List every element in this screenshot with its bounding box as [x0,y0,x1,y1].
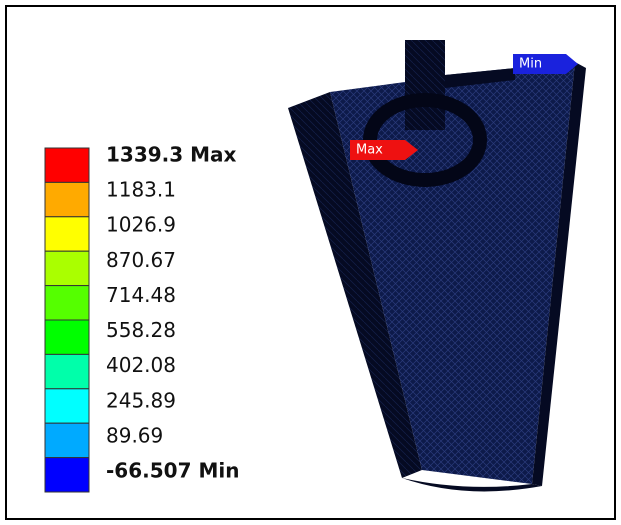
legend-label: 558.28 [106,318,176,342]
legend-label: 1339.3 Max [106,143,237,167]
max-probe: Max [350,140,418,160]
color-band [45,286,89,320]
color-band [45,389,89,423]
legend-label: 89.69 [106,423,163,447]
legend-label: 714.48 [106,283,176,307]
min-probe: Min [513,54,578,74]
min-label: Min [519,57,542,72]
color-band [45,148,89,182]
legend-label: 1183.1 [106,178,176,202]
color-band [45,182,89,216]
color-band [45,320,89,354]
color-band [45,458,89,492]
legend-label: 402.08 [106,353,176,377]
color-band [45,251,89,285]
legend-label: -66.507 Min [106,459,239,483]
max-label: Max [356,143,383,158]
color-band [45,217,89,251]
legend-label: 245.89 [106,388,176,412]
legend-label: 870.67 [106,248,176,272]
color-band [45,423,89,457]
screenshot: 1339.3 Max 1183.1 1026.9 870.67 714.48 558.28… [0,0,621,525]
color-band [45,354,89,388]
legend-label: 1026.9 [106,213,176,237]
